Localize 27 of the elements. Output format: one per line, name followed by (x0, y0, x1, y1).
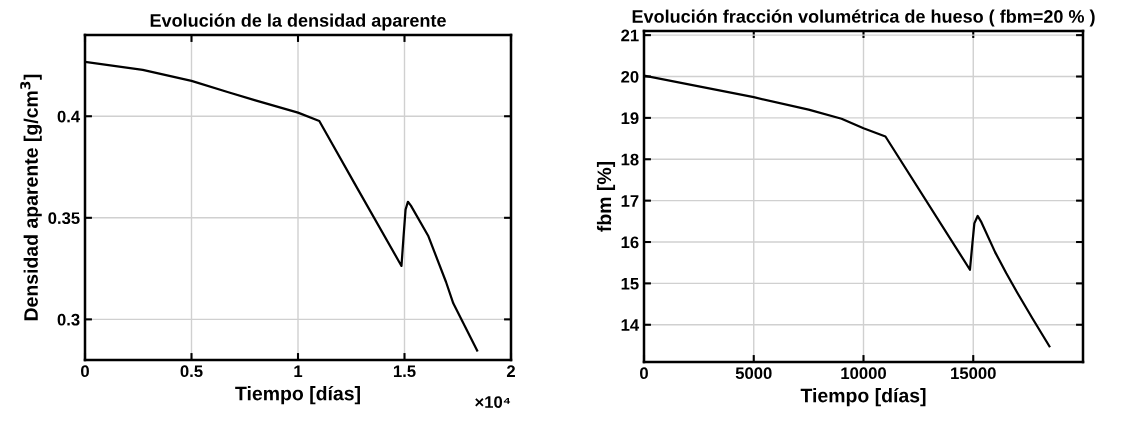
x-tick-label: 0 (81, 365, 89, 378)
y-tick-label: 20 (621, 70, 639, 83)
x-axis-title: Tiempo [días] (800, 387, 926, 407)
y-tick-label: 0.3 (57, 313, 80, 326)
x-axis-title: Tiempo [días] (235, 385, 360, 405)
chart-title: Evolución fracción volumétrica de hueso ( fbm=20 % ) (632, 9, 1095, 27)
y-tick-label: 21 (621, 29, 639, 42)
y-tick-label: 19 (621, 112, 639, 125)
y-axis-title: Densidad aparente [g/cm$^{3}$] (20, 74, 42, 321)
y-axis-title: fbm [%] (596, 161, 616, 232)
y-tick-label: 14 (621, 319, 640, 331)
y-tick-label: 17 (621, 195, 639, 207)
x-tick-label: 1 (294, 365, 303, 377)
y-tick-label: 0.4 (57, 110, 81, 123)
chart-title: Evolución de la densidad aparente (150, 13, 446, 31)
y-tick-label: 15 (621, 277, 639, 290)
x-tick-label: 10000 (841, 367, 886, 380)
x-tick-label: 0.5 (180, 365, 203, 378)
y-tick-label: 16 (621, 236, 639, 249)
x-tick-label: 1.5 (393, 365, 416, 378)
x-tick-label: 2 (506, 365, 515, 377)
x-tick-label: 15000 (951, 367, 996, 380)
text: ×10⁴ (475, 396, 511, 408)
x-tick-label: 0 (640, 367, 648, 380)
x-tick-label: 5000 (735, 367, 772, 380)
y-tick-label: 0.35 (48, 212, 80, 225)
y-tick-label: 18 (621, 153, 639, 166)
